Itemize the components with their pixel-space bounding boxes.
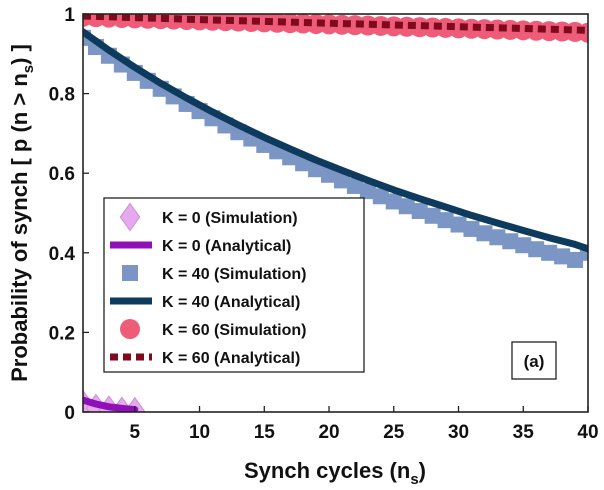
legend-label-0: K = 0 (Simulation) xyxy=(162,210,298,227)
series-2-point-38 xyxy=(567,251,584,268)
legend-swatch-0 xyxy=(119,202,141,232)
x-tick-label-3: 20 xyxy=(318,422,339,443)
series-2-point-21 xyxy=(346,177,363,194)
series-2-point-24 xyxy=(385,193,402,210)
panel-label-box xyxy=(511,341,557,380)
series-2-point-22 xyxy=(359,183,376,200)
series-2-point-27 xyxy=(424,207,441,224)
panel-label: (a) xyxy=(511,341,557,380)
x-tick-label-4: 25 xyxy=(383,422,405,443)
x-tick-label-1: 10 xyxy=(189,422,210,443)
legend-item-3: K = 40 (Analytical) xyxy=(110,294,300,311)
x-tick-label-0: 5 xyxy=(130,422,141,443)
y-tick-label-2: 0.4 xyxy=(49,244,76,265)
legend-swatch-4 xyxy=(120,319,140,339)
series-2-point-36 xyxy=(541,244,558,261)
legend-label-3: K = 40 (Analytical) xyxy=(162,294,300,311)
series-2-point-32 xyxy=(489,229,506,246)
x-tick-label-5: 30 xyxy=(448,422,469,443)
series-2-point-35 xyxy=(528,241,545,258)
series-3-line xyxy=(83,28,588,253)
plot-frame xyxy=(82,13,589,413)
y-tick-label-3: 0.6 xyxy=(49,164,75,185)
legend-swatch-2 xyxy=(122,265,138,281)
y-tick-label-0: 0 xyxy=(64,403,75,424)
series-1-line xyxy=(83,396,139,412)
series-2-point-23 xyxy=(372,188,389,205)
series-2-point-34 xyxy=(515,237,532,254)
series-2-point-28 xyxy=(437,212,454,229)
legend-item-2: K = 40 (Simulation) xyxy=(122,265,306,283)
series-2-point-19 xyxy=(321,166,338,183)
series-3 xyxy=(83,28,588,253)
series-2-point-29 xyxy=(450,216,467,233)
legend-label-4: K = 60 (Simulation) xyxy=(162,322,306,339)
legend-box xyxy=(103,197,365,373)
series-2-point-31 xyxy=(476,225,493,242)
x-axis-title: Synch cycles (ns) xyxy=(244,458,426,488)
series-layer xyxy=(83,14,588,412)
series-2-point-39 xyxy=(580,244,588,261)
legend-label-1: K = 0 (Analytical) xyxy=(162,238,291,255)
ticks-layer: 5 10 15 20 25 30 35 40 0 0.2 0.4 0.6 0.8 1 xyxy=(49,5,599,443)
legend-label-2: K = 40 (Simulation) xyxy=(162,266,306,283)
y-tick-label-5: 1 xyxy=(64,5,75,26)
legend-item-0: K = 0 (Simulation) xyxy=(119,202,298,232)
series-2-point-37 xyxy=(554,248,571,265)
legend: K = 0 (Simulation) K = 0 (Analytical) K = … xyxy=(103,197,365,373)
series-2-point-20 xyxy=(333,172,350,189)
y-axis-title: Probability of synch [ p (n > ns) ] xyxy=(7,44,37,382)
series-2-point-30 xyxy=(463,220,480,237)
series-2-point-25 xyxy=(398,198,415,215)
legend-item-1: K = 0 (Analytical) xyxy=(110,238,291,255)
x-tick-label-7: 40 xyxy=(577,422,598,443)
x-tick-label-2: 15 xyxy=(254,422,276,443)
series-5-line xyxy=(83,14,588,34)
x-tick-label-6: 35 xyxy=(513,422,535,443)
series-1 xyxy=(83,396,139,412)
series-2-point-26 xyxy=(411,203,428,220)
series-2-point-33 xyxy=(502,233,519,250)
panel-label-text: (a) xyxy=(524,352,545,371)
y-tick-label-4: 0.8 xyxy=(49,85,75,106)
legend-label-5: K = 60 (Analytical) xyxy=(162,350,300,367)
series-5 xyxy=(83,14,588,34)
y-tick-label-1: 0.2 xyxy=(49,323,75,344)
legend-item-5: K = 60 (Analytical) xyxy=(110,350,300,367)
legend-item-4: K = 60 (Simulation) xyxy=(120,319,306,339)
